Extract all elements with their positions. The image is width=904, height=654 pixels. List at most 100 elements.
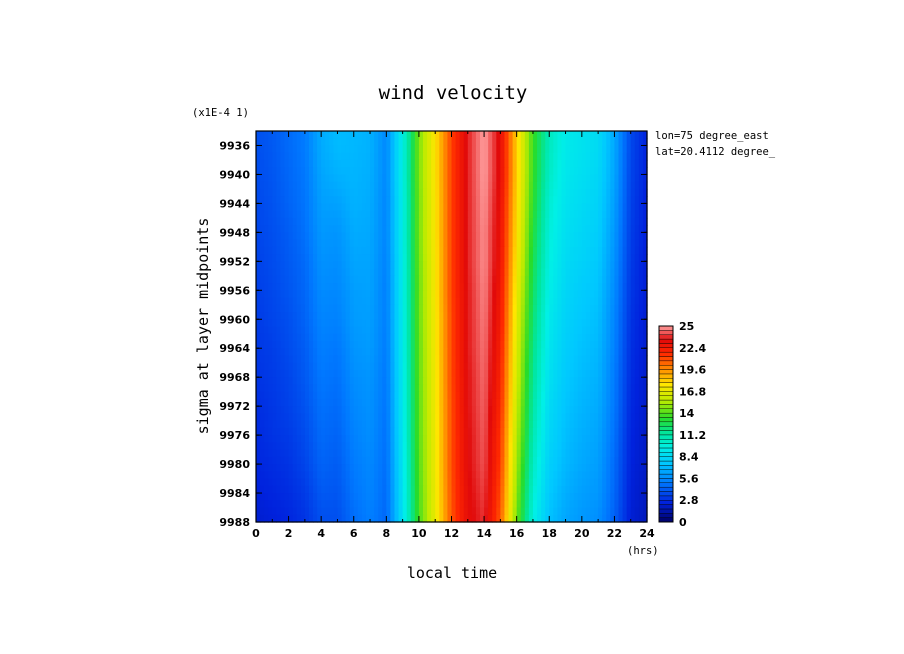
heatmap-cell [475, 406, 481, 414]
heatmap-cell [565, 435, 571, 443]
heatmap-cell [589, 261, 595, 270]
heatmap-cell [594, 471, 599, 480]
heatmap-cell [422, 159, 428, 168]
heatmap-cell [341, 464, 347, 472]
heatmap-cell [561, 152, 567, 161]
heatmap-cell [374, 196, 379, 205]
heatmap-cell [260, 196, 265, 205]
heatmap-cell [500, 232, 506, 241]
heatmap-cell [272, 239, 277, 248]
heatmap-cell [386, 485, 391, 494]
heatmap-cell [569, 239, 575, 248]
heatmap-cell [398, 225, 404, 233]
heatmap-cell [524, 406, 530, 414]
heatmap-cell [321, 181, 326, 190]
heatmap-cell [614, 319, 620, 328]
heatmap-cell [594, 159, 599, 168]
heatmap-cell [451, 449, 457, 458]
heatmap-cell [463, 355, 469, 364]
heatmap-cell [394, 449, 400, 458]
heatmap-cell [284, 493, 290, 501]
heatmap-cell [374, 333, 379, 342]
heatmap-cell [496, 340, 501, 349]
heatmap-cell [341, 326, 347, 335]
heatmap-cell [541, 449, 546, 458]
heatmap-cell [480, 471, 485, 480]
heatmap-cell [447, 254, 453, 262]
heatmap-cell [288, 239, 294, 248]
heatmap-cell [390, 398, 396, 407]
heatmap-cell [272, 333, 277, 342]
heatmap-cell [459, 355, 465, 364]
heatmap-cell [402, 188, 408, 197]
heatmap-cell [280, 312, 286, 320]
heatmap-cell [528, 239, 534, 248]
heatmap-cell [504, 377, 510, 386]
heatmap-cell [577, 485, 583, 494]
heatmap-cell [634, 297, 640, 306]
heatmap-cell [508, 275, 514, 284]
heatmap-cell [435, 442, 440, 451]
heatmap-cell [573, 167, 579, 176]
heatmap-cell [284, 340, 290, 349]
heatmap-cell [492, 131, 497, 139]
heatmap-cell [300, 217, 306, 226]
heatmap-cell [402, 398, 408, 407]
heatmap-cell [300, 174, 306, 183]
heatmap-cell [321, 138, 326, 147]
heatmap-cell [402, 261, 408, 270]
heatmap-cell [313, 210, 318, 219]
heatmap-cell [410, 225, 416, 233]
heatmap-cell [553, 493, 558, 501]
heatmap-cell [349, 268, 355, 277]
heatmap-cell [329, 500, 334, 509]
heatmap-cell [638, 254, 644, 262]
heatmap-cell [341, 239, 347, 248]
heatmap-cell [427, 326, 432, 335]
heatmap-cell [410, 181, 416, 190]
heatmap-cell [325, 217, 330, 226]
heatmap-cell [349, 435, 355, 443]
heatmap-cell [488, 456, 493, 465]
heatmap-cell [602, 246, 607, 255]
heatmap-cell [313, 413, 318, 422]
heatmap-cell [418, 225, 424, 233]
heatmap-cell [317, 471, 322, 480]
heatmap-cell [549, 217, 554, 226]
heatmap-cell [573, 210, 579, 219]
heatmap-cell [431, 413, 436, 422]
heatmap-cell [524, 297, 530, 306]
heatmap-cell [313, 333, 318, 342]
heatmap-cell [418, 377, 424, 386]
heatmap-cell [349, 217, 355, 226]
heatmap-cell [435, 196, 440, 205]
heatmap-cell [422, 398, 428, 407]
heatmap-cell [581, 406, 587, 414]
heatmap-cell [537, 174, 542, 183]
heatmap-cell [398, 398, 404, 407]
heatmap-cell [610, 355, 616, 364]
heatmap-cell [528, 384, 534, 393]
heatmap-cell [516, 232, 522, 241]
heatmap-cell [406, 493, 412, 501]
heatmap-cell [329, 427, 334, 436]
heatmap-cell [427, 413, 432, 422]
heatmap-cell [492, 225, 497, 233]
heatmap-cell [618, 254, 624, 262]
heatmap-cell [390, 500, 396, 509]
heatmap-cell [321, 312, 326, 320]
heatmap-cell [467, 391, 473, 400]
heatmap-cell [329, 152, 334, 161]
heatmap-cell [602, 413, 607, 422]
heatmap-cell [492, 406, 497, 414]
heatmap-cell [268, 138, 273, 147]
heatmap-cell [500, 312, 506, 320]
heatmap-cell [378, 297, 383, 306]
heatmap-cell [532, 283, 538, 291]
heatmap-cell [329, 232, 334, 241]
heatmap-cell [642, 261, 648, 270]
heatmap-cell [573, 500, 579, 509]
heatmap-cell [353, 464, 359, 472]
heatmap-cell [398, 290, 404, 299]
heatmap-cell [488, 420, 493, 429]
